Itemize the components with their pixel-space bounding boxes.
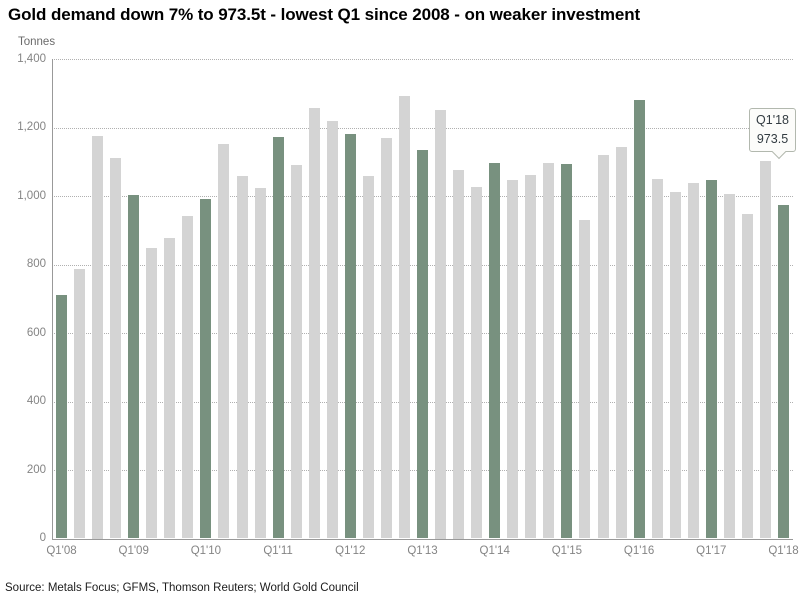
gridline-1200 — [52, 127, 793, 129]
bar-Q4'09[interactable] — [182, 216, 194, 539]
x-tick-label-Q1'11: Q1'11 — [263, 544, 293, 557]
x-tick-label-Q1'17: Q1'17 — [696, 544, 727, 557]
bar-Q3'08[interactable] — [92, 136, 104, 539]
x-tick-label-Q1'08: Q1'08 — [46, 544, 77, 557]
y-tick-label-800: 800 — [26, 258, 46, 270]
bar-Q4'17[interactable] — [759, 161, 771, 539]
x-tick-label-Q1'15: Q1'15 — [551, 544, 583, 557]
bar-Q2'16[interactable] — [651, 178, 663, 539]
callout-quarter-label: Q1'18 — [756, 113, 789, 128]
bar-Q2'14[interactable] — [507, 180, 519, 539]
bar-Q3'17[interactable] — [741, 213, 753, 539]
bar-Q3'12[interactable] — [380, 138, 392, 539]
bar-Q1'10[interactable] — [200, 199, 212, 539]
bar-Q2'13[interactable] — [435, 110, 447, 539]
bar-Q1'18[interactable] — [778, 205, 789, 539]
bar-Q4'08[interactable] — [110, 158, 122, 539]
x-axis-baseline — [52, 538, 793, 540]
y-axis-line — [52, 59, 53, 539]
bar-Q1'16[interactable] — [633, 99, 645, 539]
x-tick-label-Q1'09: Q1'09 — [118, 544, 149, 557]
x-tick-label-Q1'14: Q1'14 — [479, 544, 510, 557]
y-tick-label-200: 200 — [26, 463, 46, 476]
y-tick-label-600: 600 — [26, 326, 46, 339]
bar-Q1'09[interactable] — [128, 194, 140, 539]
bar-Q3'10[interactable] — [236, 176, 248, 539]
x-tick-label-Q1'16: Q1'16 — [623, 544, 655, 557]
bar-Q2'10[interactable] — [218, 143, 230, 539]
source-attribution: Source: Metals Focus; GFMS, Thomson Reut… — [5, 582, 359, 594]
y-tick-label-400: 400 — [26, 395, 46, 407]
y-tick-label-1,200: 1,200 — [17, 121, 46, 133]
bar-Q2'11[interactable] — [290, 164, 302, 539]
bar-Q3'15[interactable] — [597, 154, 609, 539]
bar-Q1'13[interactable] — [417, 150, 428, 539]
bar-Q3'13[interactable] — [453, 170, 465, 539]
bar-Q1'11[interactable] — [272, 137, 284, 539]
bar-Q3'11[interactable] — [308, 108, 320, 539]
x-tick-label-Q1'13: Q1'13 — [407, 544, 438, 557]
bar-Q3'09[interactable] — [164, 237, 176, 539]
chart-title: Gold demand down 7% to 973.5t - lowest Q… — [8, 5, 641, 24]
y-tick-label-1,000: 1,000 — [17, 189, 46, 202]
bar-Q3'14[interactable] — [525, 174, 537, 539]
bar-Q2'09[interactable] — [146, 248, 158, 539]
bar-Q1'12[interactable] — [344, 134, 356, 539]
bar-Q1'08[interactable] — [56, 295, 67, 539]
bar-Q4'12[interactable] — [398, 95, 410, 539]
y-tick-label-0: 0 — [39, 532, 46, 544]
bar-Q4'15[interactable] — [615, 147, 627, 539]
x-tick-label-Q1'10: Q1'10 — [190, 544, 222, 557]
value-callout: Q1'18 973.5 — [749, 108, 796, 159]
x-tick-label-Q1'12: Q1'12 — [335, 544, 366, 557]
bar-Q1'14[interactable] — [489, 163, 501, 539]
bar-Q4'13[interactable] — [471, 187, 483, 539]
y-axis-unit-label: Tonnes — [18, 36, 56, 48]
x-tick-label-Q1'18: Q1'18 — [768, 544, 799, 557]
bar-Q1'15[interactable] — [561, 164, 573, 539]
bar-Q4'10[interactable] — [254, 188, 266, 539]
gridline-1400 — [52, 59, 793, 60]
bar-Q3'16[interactable] — [669, 191, 681, 539]
bar-Q2'17[interactable] — [723, 193, 735, 539]
callout-value-label: 973.5 — [756, 132, 789, 146]
bar-Q4'16[interactable] — [687, 183, 699, 539]
bar-Q4'14[interactable] — [543, 162, 555, 539]
y-tick-label-1,400: 1,400 — [17, 52, 46, 65]
bar-Q2'12[interactable] — [362, 176, 374, 539]
bar-Q2'08[interactable] — [74, 268, 86, 539]
bar-Q1'17[interactable] — [705, 179, 717, 539]
bar-Q4'11[interactable] — [326, 120, 338, 539]
bar-Q2'15[interactable] — [579, 220, 591, 539]
